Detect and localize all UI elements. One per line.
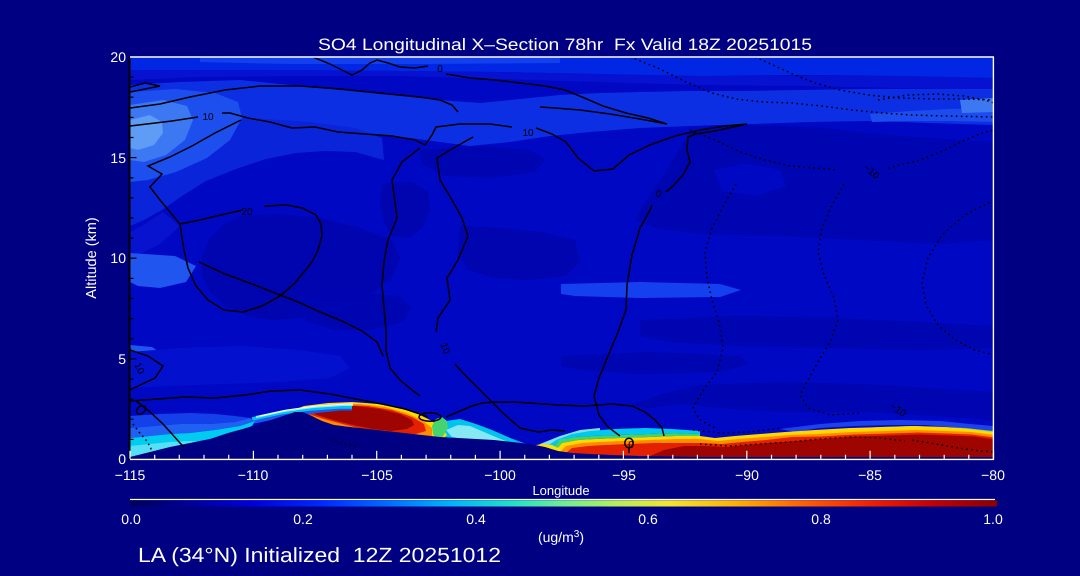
svg-text:20: 20 — [110, 49, 126, 65]
svg-text:0.0: 0.0 — [121, 511, 141, 527]
svg-text:10: 10 — [438, 341, 452, 356]
svg-text:5: 5 — [118, 351, 126, 367]
svg-text:0: 0 — [118, 451, 126, 467]
svg-text:−105: −105 — [361, 467, 393, 483]
svg-text:10: 10 — [131, 361, 146, 376]
svg-text:0: 0 — [654, 188, 664, 201]
svg-text:(ug/m3): (ug/m3) — [538, 529, 584, 545]
svg-text:−85: −85 — [858, 467, 882, 483]
svg-text:−115: −115 — [115, 467, 146, 483]
svg-text:0.6: 0.6 — [638, 511, 658, 527]
svg-text:Longitude: Longitude — [532, 483, 589, 498]
svg-text:0: 0 — [628, 440, 634, 451]
svg-text:10: 10 — [522, 128, 534, 139]
svg-text:−100: −100 — [484, 467, 516, 483]
svg-text:−90: −90 — [735, 467, 759, 483]
svg-text:SO4 Longitudinal X–Section 78h: SO4 Longitudinal X–Section 78hr Fx Valid… — [318, 36, 812, 54]
svg-text:−95: −95 — [612, 467, 636, 483]
svg-text:1.0: 1.0 — [983, 511, 1003, 527]
svg-text:LA (34°N) Initialized 12Z 202: LA (34°N) Initialized 12Z 20251012 — [138, 544, 501, 567]
svg-text:0.8: 0.8 — [811, 511, 831, 527]
svg-text:0.2: 0.2 — [293, 511, 313, 527]
svg-text:−80: −80 — [981, 467, 1005, 483]
svg-text:0: 0 — [437, 64, 443, 75]
svg-text:−110: −110 — [238, 467, 269, 483]
svg-text:15: 15 — [110, 150, 126, 166]
svg-text:Altitude (km): Altitude (km) — [84, 217, 100, 298]
svg-text:10: 10 — [202, 112, 214, 123]
svg-text:10: 10 — [110, 250, 126, 266]
svg-text:20: 20 — [241, 207, 253, 218]
svg-text:0.4: 0.4 — [466, 511, 486, 527]
